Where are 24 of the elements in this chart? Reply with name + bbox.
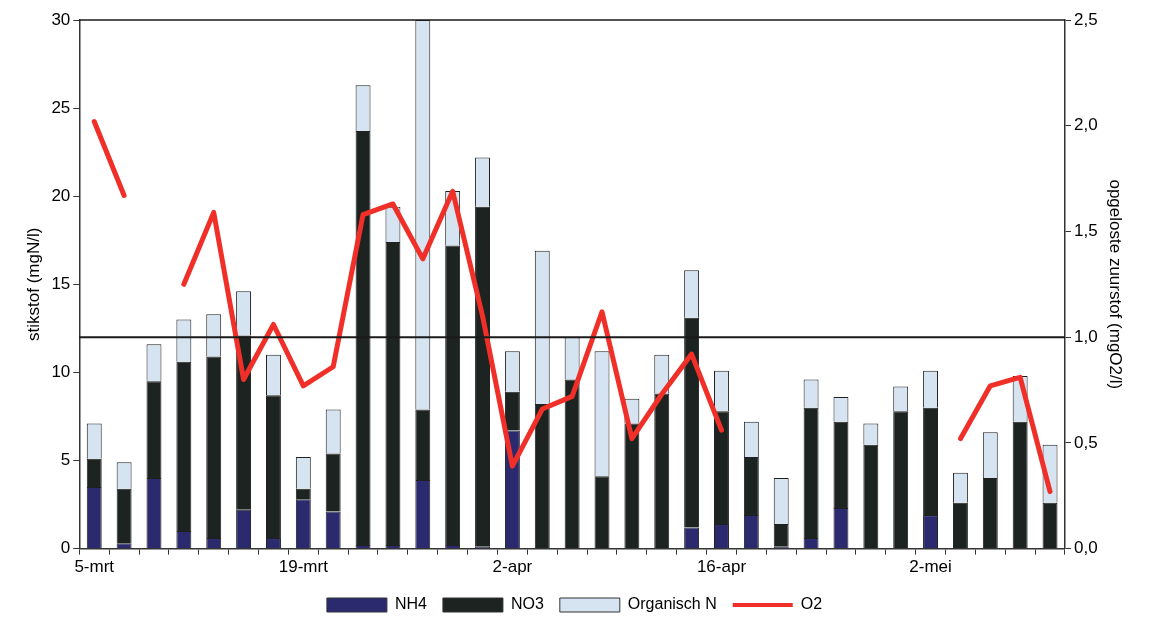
y-tick-label: 15 <box>51 273 71 293</box>
y2-tick-label: 1,0 <box>1073 326 1098 346</box>
x-tick-label: 2-mei <box>909 557 952 577</box>
x-tick-label: 5-mrt <box>74 557 115 577</box>
legend-label: NH4 <box>394 595 428 613</box>
y-tick-label: 25 <box>51 97 71 117</box>
x-tick-label: 19-mrt <box>278 557 329 577</box>
x-tick-label: 16-apr <box>696 557 747 577</box>
y2-tick-label: 0,0 <box>1073 538 1098 558</box>
y-tick-label: 20 <box>51 185 71 205</box>
legend-label: Organisch N <box>627 595 717 613</box>
legend-label: NO3 <box>510 595 544 613</box>
y-tick-label: 30 <box>51 9 71 29</box>
legend-label: O2 <box>800 595 823 613</box>
y-tick-label: 10 <box>51 362 71 382</box>
y2-axis-title: opgeloste zuurstof (mgO2/l) <box>1106 179 1126 390</box>
y-axis-title: stikstof (mgN/l) <box>23 227 43 341</box>
y2-tick-label: 1,5 <box>1073 221 1098 241</box>
y2-tick-label: 2,0 <box>1073 115 1098 135</box>
y2-tick-label: 0,5 <box>1073 432 1098 452</box>
y2-tick-label: 2,5 <box>1073 9 1098 29</box>
y-tick-label: 5 <box>60 450 71 470</box>
y-tick-label: 0 <box>60 538 71 558</box>
x-tick-label: 2-apr <box>492 557 533 577</box>
